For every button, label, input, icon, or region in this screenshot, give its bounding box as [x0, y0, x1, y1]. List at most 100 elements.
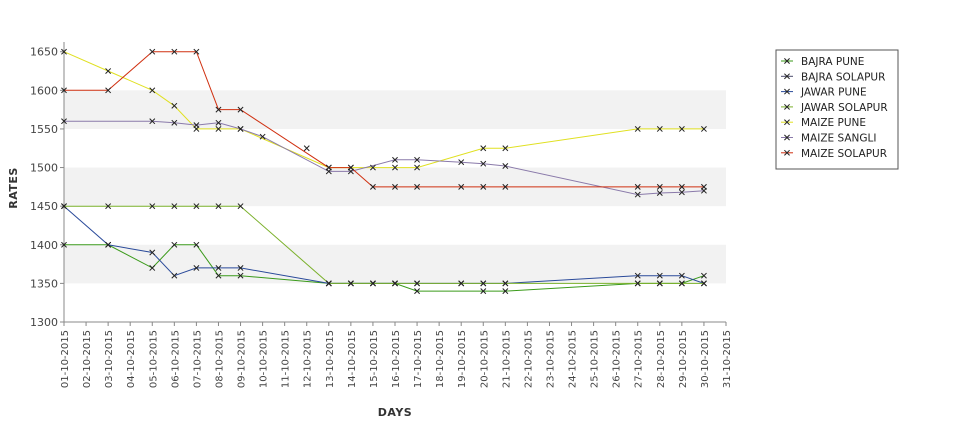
y-tick-label: 1600 — [30, 84, 58, 97]
data-point-stroke — [502, 145, 509, 152]
data-point-stroke — [392, 156, 398, 163]
data-point — [414, 288, 421, 295]
data-point — [502, 145, 509, 152]
legend: BAJRA PUNE BAJRA SOLAPUR JAWAR PUNE JAWAR S… — [775, 49, 899, 170]
data-point-stroke — [414, 280, 421, 287]
x-tick-label: 18-10-2015 — [435, 330, 446, 388]
x-tick-label: 10-10-2015 — [259, 330, 270, 388]
x-tick-label: 22-10-2015 — [523, 330, 534, 388]
x-tick-label: 09-10-2015 — [237, 330, 248, 388]
data-point — [634, 272, 641, 279]
data-point-stroke — [171, 119, 178, 126]
x-tick-label: 17-10-2015 — [413, 330, 424, 388]
x-tick-label: 27-10-2015 — [634, 330, 645, 388]
data-point-stroke — [634, 191, 641, 198]
data-point — [259, 133, 266, 140]
data-point-stroke — [678, 189, 685, 196]
data-point-stroke — [369, 183, 376, 190]
data-point — [480, 160, 487, 167]
data-point-stroke — [61, 87, 67, 94]
legend-label: MAIZE PUNE — [801, 117, 866, 129]
data-point — [392, 280, 398, 287]
data-point-stroke — [237, 272, 244, 279]
data-point — [193, 264, 200, 271]
x-tick-label: 28-10-2015 — [656, 330, 667, 388]
data-point-stroke — [347, 280, 354, 287]
data-point — [347, 164, 354, 171]
data-point-stroke — [237, 125, 244, 132]
data-point-stroke — [325, 280, 332, 287]
x-tick-label: 31-10-2015 — [722, 330, 733, 388]
legend-label: JAWAR SOLAPUR — [800, 102, 888, 114]
legend-swatch-marker — [784, 103, 790, 110]
data-point-stroke — [303, 145, 310, 152]
data-point — [61, 48, 67, 55]
data-point — [700, 183, 707, 190]
data-point-stroke — [149, 118, 156, 125]
data-point — [237, 272, 244, 279]
data-point — [700, 272, 707, 279]
data-point-stroke — [193, 203, 200, 210]
data-point — [458, 280, 465, 287]
data-point — [369, 183, 376, 190]
data-point — [193, 241, 200, 248]
x-tick-label: 12-10-2015 — [303, 330, 314, 388]
data-point — [392, 183, 398, 190]
data-point-stroke — [105, 87, 112, 94]
data-point-stroke — [149, 48, 156, 55]
x-tick-label: 15-10-2015 — [369, 330, 380, 388]
data-point-stroke — [171, 102, 178, 109]
data-point-stroke — [656, 125, 663, 132]
data-point-stroke — [61, 118, 67, 125]
data-point-stroke — [171, 272, 178, 279]
data-point-stroke — [215, 272, 222, 279]
data-point — [634, 191, 641, 198]
data-point-stroke — [502, 163, 509, 169]
series-line — [63, 51, 704, 169]
data-point-stroke — [700, 272, 707, 279]
data-point-stroke — [347, 164, 354, 171]
data-point-stroke — [634, 183, 641, 190]
data-point-stroke — [149, 87, 156, 94]
data-point — [480, 288, 487, 295]
data-point-stroke — [458, 183, 465, 190]
data-point-stroke — [634, 125, 641, 132]
data-point — [414, 280, 421, 287]
y-tick-label: 1300 — [30, 316, 58, 329]
legend-label: MAIZE SANGLI — [801, 133, 876, 145]
data-point — [171, 203, 178, 210]
x-tick-label: 20-10-2015 — [479, 330, 490, 388]
data-point-stroke — [149, 264, 156, 271]
data-point-stroke — [193, 241, 200, 248]
data-point — [656, 125, 663, 132]
x-tick-label: 16-10-2015 — [391, 330, 402, 388]
x-tick-label: 29-10-2015 — [678, 330, 689, 388]
data-point — [61, 203, 67, 210]
data-point-stroke — [678, 272, 685, 279]
data-point — [149, 48, 156, 55]
data-point — [215, 106, 222, 113]
data-point — [61, 241, 67, 248]
data-point — [678, 280, 685, 287]
data-point — [458, 159, 465, 166]
data-point — [414, 156, 421, 163]
legend-label: BAJRA PUNE — [801, 56, 864, 68]
data-point — [458, 183, 465, 190]
data-point-stroke — [105, 203, 112, 210]
data-point-stroke — [325, 164, 332, 171]
data-point — [237, 264, 244, 271]
data-point — [215, 119, 222, 126]
series-line — [64, 120, 704, 196]
legend-swatch-marker — [784, 149, 790, 156]
data-point-stroke — [480, 288, 487, 295]
data-point-stroke — [171, 203, 178, 210]
data-point-stroke — [392, 164, 398, 171]
data-point — [700, 280, 707, 287]
data-point — [171, 241, 178, 248]
data-point-stroke — [656, 183, 663, 190]
x-tick-label: 25-10-2015 — [590, 330, 601, 388]
data-point — [325, 280, 332, 287]
data-point — [171, 102, 178, 109]
series-markers — [61, 48, 707, 295]
